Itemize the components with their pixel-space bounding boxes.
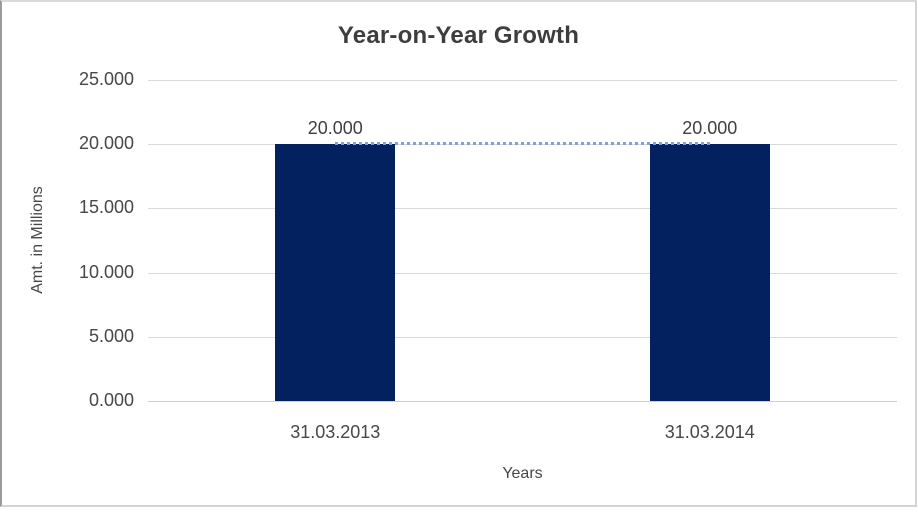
gridline [148, 336, 897, 338]
chart-title: Year-on-Year Growth [337, 22, 580, 49]
x-tick-label: 31.03.2013 [290, 422, 381, 442]
gridline [148, 208, 897, 210]
y-axis-title: Amt. in Millions [29, 186, 46, 294]
x-tick-label: 31.03.2014 [664, 422, 755, 442]
y-tick-label: 25.000 [78, 69, 134, 89]
x-axis-title: Years [502, 465, 543, 482]
trendline [335, 142, 710, 146]
bar-value-label: 20.000 [682, 118, 738, 139]
y-tick-label: 20.000 [78, 133, 134, 154]
y-tick-label: 10.000 [78, 261, 134, 282]
y-tick-label: 15.000 [78, 197, 134, 218]
gridline [148, 272, 897, 274]
plot-area: 20.000 20.000 [148, 80, 897, 402]
bar-value-label: 20.000 [307, 118, 363, 139]
bar [275, 144, 396, 401]
gridline [148, 401, 897, 402]
y-tick-label: 5.000 [88, 325, 134, 346]
gridline [148, 80, 897, 81]
y-tick-label: 0.000 [88, 390, 134, 410]
bar [649, 144, 770, 401]
